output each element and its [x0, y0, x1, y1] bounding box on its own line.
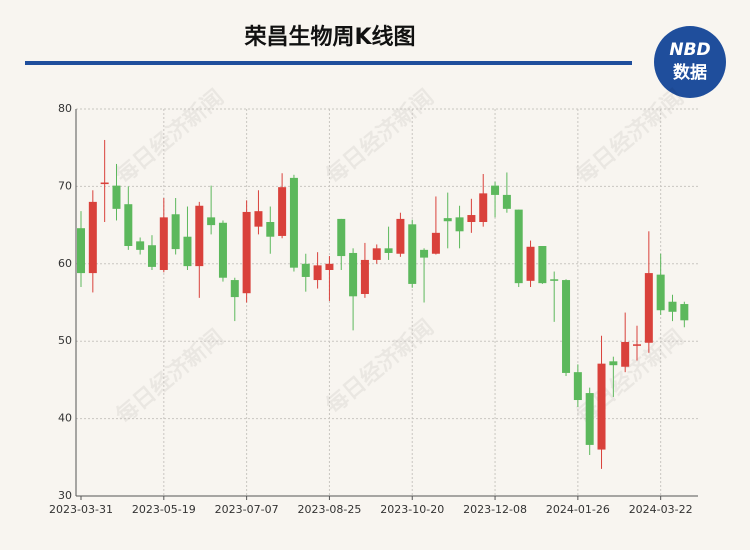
candle-body	[313, 265, 322, 281]
candle-body	[443, 218, 452, 222]
candle-body	[77, 228, 85, 274]
candle-body	[112, 185, 121, 209]
candle-body	[230, 280, 239, 298]
title-rule	[25, 61, 632, 65]
candle-body	[242, 211, 251, 294]
y-tick-label: 70	[58, 179, 72, 192]
candle-body	[597, 363, 606, 450]
x-tick-label: 2024-03-22	[629, 503, 693, 516]
candle-body	[585, 393, 594, 445]
candle-body	[502, 194, 511, 209]
x-tick-label: 2023-10-20	[380, 503, 444, 516]
candle-body	[147, 245, 156, 267]
candle-body	[325, 263, 334, 270]
candle-body	[278, 187, 287, 236]
candle-body	[656, 274, 665, 311]
x-tick-label: 2023-08-25	[297, 503, 361, 516]
candle-body	[455, 217, 464, 232]
y-tick-label: 30	[58, 489, 72, 502]
candle-body	[337, 218, 346, 257]
candle-body	[254, 211, 263, 227]
candle-body	[88, 201, 97, 274]
candle-body	[408, 224, 417, 284]
candle-body	[467, 215, 476, 223]
x-tick-label: 2023-05-19	[132, 503, 196, 516]
candle-body	[538, 245, 547, 284]
chart-title: 荣昌生物周K线图	[243, 24, 415, 50]
candle-body	[372, 248, 381, 260]
candle-body	[420, 249, 429, 258]
candle-body	[514, 209, 523, 284]
candle-body	[550, 279, 559, 281]
y-tick-label: 40	[58, 412, 72, 425]
candle-body	[171, 214, 180, 250]
candle-body	[218, 222, 227, 278]
y-tick-label: 60	[58, 257, 72, 270]
candle-body	[207, 217, 216, 226]
candle-body	[266, 222, 275, 237]
y-tick-label: 50	[58, 334, 72, 347]
candle-body	[573, 372, 582, 401]
candle-body	[124, 204, 133, 246]
candle-body	[526, 246, 535, 281]
x-tick-label: 2023-12-08	[463, 503, 527, 516]
y-tick-label: 80	[58, 102, 72, 115]
candle-body	[668, 301, 677, 312]
logo	[654, 26, 726, 98]
candle-body	[136, 241, 145, 250]
candle-body	[195, 205, 204, 267]
candle-body	[431, 232, 440, 254]
x-tick-label: 2024-01-26	[546, 503, 610, 516]
candle-body	[159, 217, 168, 270]
candle-body	[479, 193, 488, 223]
candle-body	[100, 182, 109, 185]
candle-body	[633, 344, 642, 346]
candle-body	[396, 218, 405, 254]
candle-body	[562, 280, 571, 373]
candle-body	[644, 273, 653, 343]
candle-body	[301, 263, 310, 277]
candle-body	[491, 185, 500, 195]
candle-body	[621, 341, 630, 367]
x-tick-label: 2023-03-31	[49, 503, 113, 516]
logo-text: NBD	[669, 40, 710, 60]
candle-body	[609, 361, 618, 366]
candle-body	[680, 304, 689, 321]
candle-body	[384, 248, 393, 253]
candle-body	[360, 259, 369, 294]
candle-body	[183, 236, 192, 267]
candle-body	[349, 252, 358, 297]
logo-text: 数据	[673, 62, 707, 83]
candle-body	[289, 177, 298, 268]
x-tick-label: 2023-07-07	[215, 503, 279, 516]
